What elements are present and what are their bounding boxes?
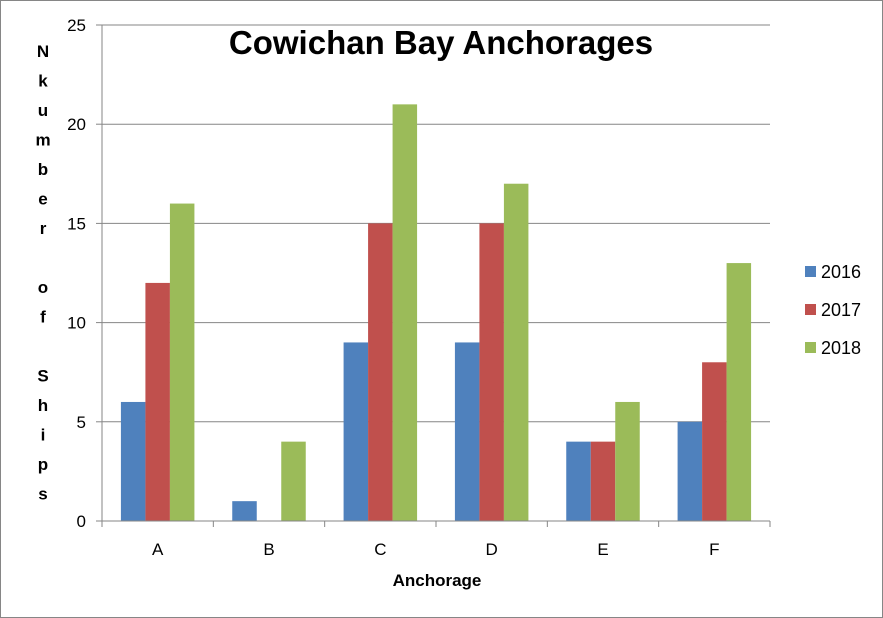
y-axis-title-letter: k xyxy=(38,72,48,91)
legend-label-2018: 2018 xyxy=(821,338,861,358)
y-axis-title-letter: h xyxy=(38,396,48,415)
y-tick-label: 0 xyxy=(77,512,86,531)
y-axis-title-letter: f xyxy=(40,308,46,327)
bar-2016-B xyxy=(232,501,257,521)
y-axis-title-letter: i xyxy=(41,426,46,445)
y-tick-label: 25 xyxy=(67,16,86,35)
gridlines xyxy=(102,24,770,423)
y-axis-title-letter: p xyxy=(38,455,48,474)
legend-swatch-2017 xyxy=(805,304,816,315)
bar-2018-E xyxy=(615,401,640,521)
y-tick-label: 5 xyxy=(77,413,86,432)
x-tick-label: B xyxy=(263,540,274,559)
bar-2017-C xyxy=(368,223,393,521)
x-tick-labels: A B C D E F xyxy=(152,540,720,559)
chart-title: Cowichan Bay Anchorages xyxy=(229,24,653,61)
bar-2018-F xyxy=(726,263,752,521)
y-axis-title-letter: N xyxy=(37,42,49,61)
bar-2016-F xyxy=(677,421,703,521)
y-axis-title-letter: u xyxy=(38,101,48,120)
y-tick-label: 10 xyxy=(67,314,86,333)
x-tick-label: A xyxy=(152,540,164,559)
bar-2018-C xyxy=(392,104,418,522)
bar-2017-A xyxy=(145,282,170,521)
legend-swatch-2016 xyxy=(805,266,816,277)
axes xyxy=(96,24,771,527)
y-tick-label: 15 xyxy=(67,214,86,233)
x-tick-label: C xyxy=(374,540,386,559)
bar-2018-D xyxy=(503,183,529,521)
y-axis-title-letter: o xyxy=(38,278,48,297)
y-tick-labels: 0 5 10 15 20 25 xyxy=(67,16,86,531)
y-axis-title-letter: r xyxy=(40,219,47,238)
bars xyxy=(120,104,752,522)
x-tick-label: D xyxy=(486,540,498,559)
bar-2018-B xyxy=(281,441,306,521)
x-tick-label: F xyxy=(709,540,719,559)
bar-2016-D xyxy=(454,342,480,521)
y-axis-title-letter: S xyxy=(37,367,48,386)
y-tick-label: 20 xyxy=(67,115,86,134)
legend-label-2017: 2017 xyxy=(821,300,861,320)
bar-2017-D xyxy=(479,223,504,521)
x-axis-title: Anchorage xyxy=(393,571,482,590)
legend: 2016 2017 2018 xyxy=(805,262,861,358)
y-axis-title-letter: s xyxy=(38,485,47,504)
legend-label-2016: 2016 xyxy=(821,262,861,282)
y-axis-title-letter: m xyxy=(35,131,50,150)
x-tick-label: E xyxy=(597,540,608,559)
bar-2016-C xyxy=(343,342,369,521)
bar-2017-F xyxy=(702,362,727,521)
bar-2016-E xyxy=(566,441,591,521)
bar-2016-A xyxy=(120,401,146,521)
bar-2017-E xyxy=(590,441,616,521)
legend-swatch-2018 xyxy=(805,342,816,353)
y-axis-title-letter: e xyxy=(38,190,47,209)
y-axis-title-letter: b xyxy=(38,160,48,179)
bar-2018-A xyxy=(169,203,195,521)
